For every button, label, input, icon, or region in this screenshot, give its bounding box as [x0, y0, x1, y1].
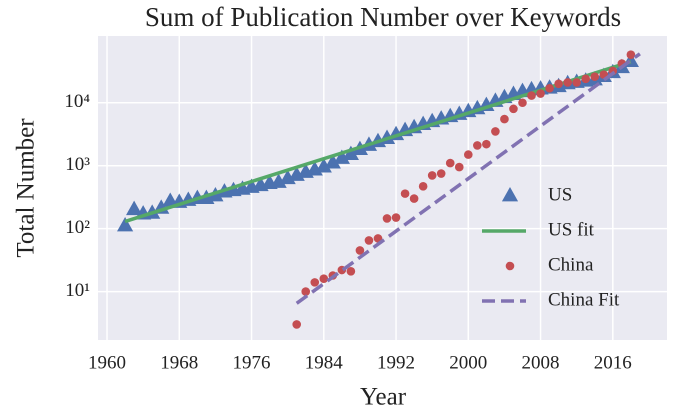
dot-marker [445, 158, 455, 168]
dot-marker [509, 104, 518, 114]
dot-marker [382, 214, 392, 223]
dot-marker [590, 72, 600, 81]
dot-marker [491, 127, 500, 136]
triangle-marker [116, 217, 134, 232]
x-tick-label: 1984 [305, 352, 344, 373]
dot-marker [464, 150, 473, 159]
dot-marker [301, 287, 311, 296]
y-tick-label: 10¹ [65, 280, 90, 301]
triangle-marker [315, 158, 332, 173]
dot-marker [626, 50, 636, 60]
dot-marker [364, 236, 374, 245]
dot-marker [409, 194, 419, 203]
dot-marker [436, 169, 446, 178]
x-tick-label: 1968 [160, 352, 198, 373]
dot-marker [292, 320, 301, 329]
y-tick-label: 10³ [65, 154, 90, 175]
x-tick-label: 1960 [88, 352, 126, 373]
legend-marker [501, 187, 519, 202]
triangle-marker [333, 149, 350, 164]
x-tick-label: 2016 [594, 352, 632, 373]
x-tick-label: 2008 [522, 352, 560, 373]
chart-title: Sum of Publication Number over Keywords [145, 2, 621, 32]
x-tick-label: 1992 [377, 352, 415, 373]
dot-marker [473, 141, 482, 150]
y-axis-label: Total Number [13, 118, 40, 258]
dot-marker [581, 74, 591, 84]
legend-label: China Fit [548, 289, 620, 310]
triangle-marker [342, 145, 359, 161]
y-tick-label: 10⁴ [64, 91, 90, 112]
y-tick-label: 10² [65, 217, 90, 238]
triangle-marker [126, 200, 143, 216]
triangle-marker [324, 154, 341, 169]
x-tick-label: 1976 [233, 352, 271, 373]
dot-marker [400, 189, 410, 198]
x-tick-label: 2000 [449, 352, 487, 373]
fit-line [295, 52, 641, 305]
dot-marker [310, 278, 320, 287]
triangle-marker [270, 173, 287, 188]
legend-marker [505, 261, 515, 271]
legend-label: US [548, 184, 572, 205]
dot-marker [527, 91, 536, 100]
dot-marker [518, 98, 527, 108]
dot-marker [563, 78, 572, 87]
dot-marker [500, 114, 509, 124]
dot-marker [346, 266, 356, 276]
legend-label: China [548, 254, 594, 275]
dot-marker [554, 79, 563, 89]
dot-marker [355, 246, 365, 255]
dot-marker [418, 182, 428, 191]
legend-label: US fit [548, 219, 595, 240]
dot-marker [427, 171, 437, 180]
x-axis-label: Year [360, 384, 407, 411]
dot-marker [454, 162, 464, 172]
dot-marker [482, 139, 491, 149]
dot-marker [545, 83, 554, 93]
dot-marker [536, 89, 545, 98]
dot-marker [391, 213, 401, 222]
dot-marker [572, 78, 581, 87]
dot-marker [319, 274, 329, 284]
